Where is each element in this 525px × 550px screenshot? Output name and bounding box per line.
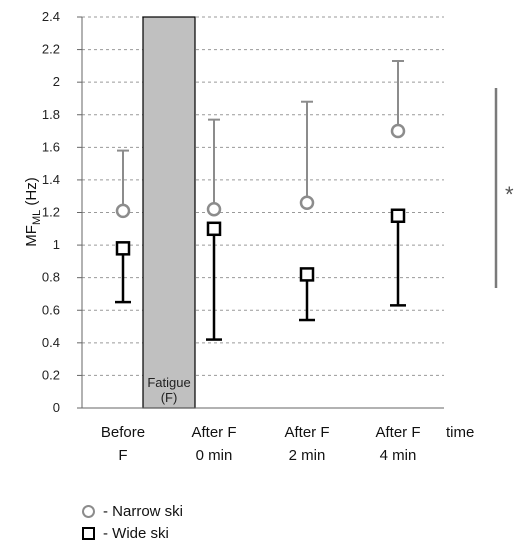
legend-narrow-label: - Narrow ski xyxy=(103,503,184,520)
y-axis-label-main: MF xyxy=(23,225,40,247)
y-tick-label: 1.6 xyxy=(42,139,60,154)
narrow-ski-point xyxy=(299,195,315,210)
x-category-label: 4 min xyxy=(380,447,417,464)
square-marker-icon xyxy=(82,527,95,540)
x-category-labels: Before F After F 0 min After F 2 min After F 4 … xyxy=(101,424,421,464)
fatigue-band-rect xyxy=(142,16,196,409)
legend-narrow-ski: - Narrow ski xyxy=(82,503,183,520)
x-axis-label: time xyxy=(446,424,474,441)
y-tick-label: 2.2 xyxy=(42,42,60,57)
y-tick-label: 0.2 xyxy=(42,367,60,382)
narrow-ski-point xyxy=(206,201,222,217)
y-axis-label: MFML (Hz) xyxy=(23,177,43,246)
significance-star: * xyxy=(505,182,514,207)
y-tick-label: 0.8 xyxy=(42,270,60,285)
y-tick-label: 2 xyxy=(53,74,60,89)
fatigue-label: Fatigue xyxy=(147,375,190,390)
data-marks xyxy=(115,59,406,341)
x-category-label: After F xyxy=(191,424,236,441)
narrow-ski-point xyxy=(115,203,131,219)
legend-wide-label: - Wide ski xyxy=(103,525,169,542)
x-category-label: F xyxy=(118,447,127,464)
y-tick-label: 0.4 xyxy=(42,335,60,350)
x-category-label: After F xyxy=(284,424,329,441)
y-axis-label-unit: (Hz) xyxy=(23,177,40,210)
x-category-label: Before xyxy=(101,424,145,441)
fatigue-label-f: (F) xyxy=(161,390,178,405)
y-tick-label: 0.6 xyxy=(42,302,60,317)
y-tick-label: 1.2 xyxy=(42,205,60,220)
wide-ski-point xyxy=(206,221,222,237)
y-tick-label: 1.8 xyxy=(42,107,60,122)
wide-ski-point xyxy=(390,208,406,224)
y-tick-label: 1 xyxy=(53,237,60,252)
y-axis-label-sub: ML xyxy=(31,210,43,225)
x-category-label: 2 min xyxy=(289,447,326,464)
x-category-label: After F xyxy=(375,424,420,441)
fatigue-band: Fatigue (F) xyxy=(142,16,196,409)
circle-marker-icon xyxy=(82,505,95,518)
gridlines xyxy=(82,16,444,376)
wide-ski-point xyxy=(115,241,131,256)
y-tick-label: 1.4 xyxy=(42,172,60,187)
y-tick-labels: 0 0.2 0.4 0.6 0.8 1 1.2 1.4 1.6 1.8 2 2.2 2.4 xyxy=(42,9,82,415)
legend-wide-ski: - Wide ski xyxy=(82,525,169,542)
y-tick-label: 2.4 xyxy=(42,9,60,24)
x-category-label: 0 min xyxy=(196,447,233,464)
y-tick-label: 0 xyxy=(53,400,60,415)
narrow-ski-point xyxy=(390,123,406,139)
wide-ski-point xyxy=(299,267,315,282)
